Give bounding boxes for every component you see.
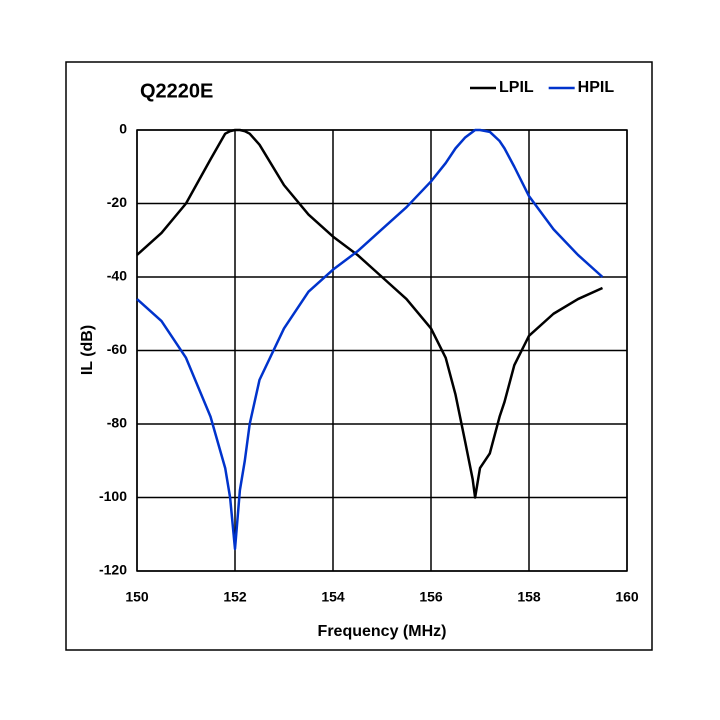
- x-tick-label: 150: [125, 589, 149, 605]
- x-tick-label: 160: [615, 589, 639, 605]
- frame: [65, 61, 653, 651]
- x-tick-label: 154: [321, 589, 345, 605]
- x-tick-label: 156: [419, 589, 443, 605]
- y-tick-label: -60: [107, 341, 127, 357]
- x-tick-label: 152: [223, 589, 247, 605]
- legend-label: HPIL: [578, 79, 615, 96]
- x-tick-label: 158: [517, 589, 541, 605]
- y-tick-label: -40: [107, 268, 127, 284]
- series-line: [136, 128, 604, 551]
- y-axis-label: IL (dB): [79, 325, 96, 375]
- chart-title: Q2220E: [140, 80, 213, 102]
- series-line: [136, 128, 604, 499]
- y-tick-label: -80: [107, 415, 127, 431]
- y-tick-label: 0: [119, 121, 127, 137]
- x-axis-label: Frequency (MHz): [318, 623, 447, 640]
- legend-label: LPIL: [499, 79, 534, 96]
- y-tick-label: -120: [99, 562, 127, 578]
- plot-border: [136, 129, 628, 572]
- y-tick-label: -20: [107, 194, 127, 210]
- y-tick-label: -100: [99, 488, 127, 504]
